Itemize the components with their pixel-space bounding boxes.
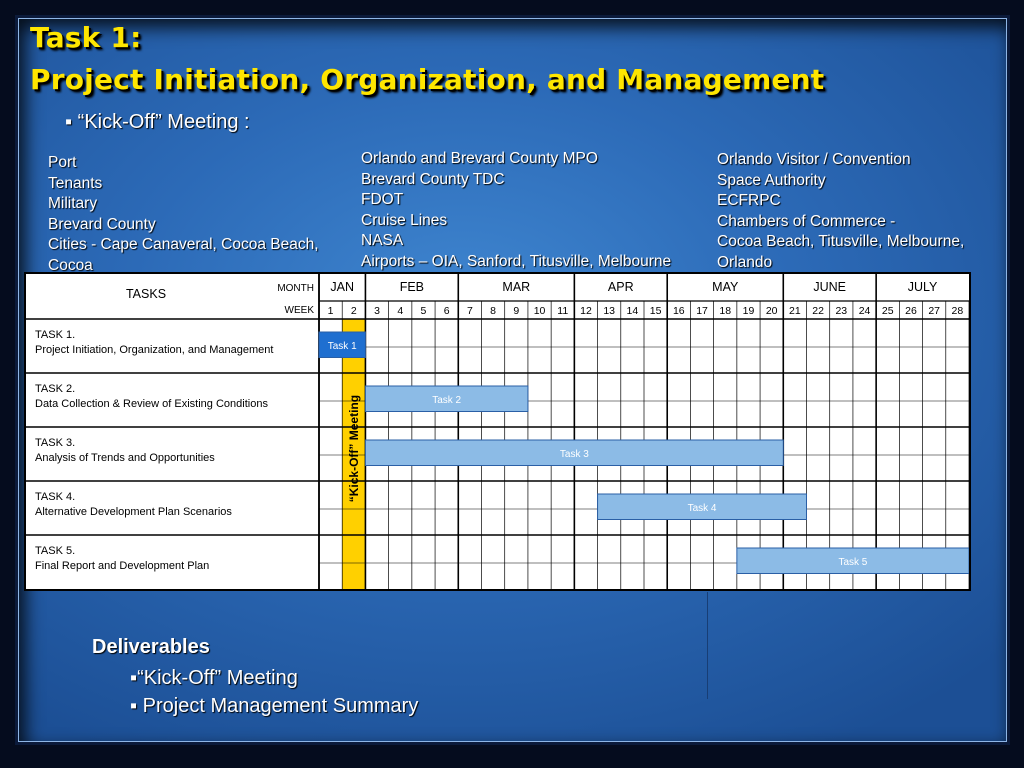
participants-right: Orlando Visitor / Convention Space Autho… [717, 150, 964, 273]
participant: Chambers of Commerce - [717, 212, 896, 230]
participant: ECFRPC [717, 192, 781, 209]
participant: Port [48, 154, 77, 171]
task-id: TASK 2. [35, 383, 75, 395]
week-number: 24 [859, 305, 871, 317]
participant: Brevard County TDC [361, 170, 505, 188]
week-number: 8 [490, 305, 496, 317]
task-bar [364, 385, 529, 412]
task-id: TASK 3. [35, 437, 75, 449]
participant: Orlando Visitor / Convention [717, 151, 911, 168]
kickoff-heading: ▪ “Kick-Off” Meeting : [65, 111, 250, 134]
task-bar [597, 493, 807, 520]
task-bar-label: Task 2 [432, 395, 461, 406]
deliverable-item: ▪ Project Management Summary [130, 695, 418, 718]
participant: Brevard County [48, 215, 156, 233]
tasks-header: TASKS [126, 287, 166, 301]
week-number: 9 [513, 305, 519, 317]
participant: Cocoa [48, 256, 93, 274]
deliverables-heading: Deliverables [92, 636, 210, 658]
gantt-chart: JAN FEB MAR APR MAY JUNE JULY TASKS MONTH WEEK 1 2 3… [24, 272, 971, 591]
month-label: JUNE [813, 280, 846, 294]
week-number: 22 [812, 305, 824, 317]
participant: Military [48, 195, 98, 212]
participant: Orlando and Brevard County MPO [361, 150, 598, 167]
month-label: APR [608, 280, 634, 294]
week-number: 15 [650, 305, 662, 317]
participant: Airports – OIA, Sanford, Titusville, Mel… [361, 252, 672, 270]
week-header: WEEK [285, 305, 315, 316]
week-number: 28 [952, 305, 964, 317]
deliverable-item: ▪“Kick-Off” Meeting [130, 667, 298, 690]
milestone-label: “Kick-Off” Meeting [347, 395, 361, 502]
week-number: 21 [789, 305, 801, 317]
month-label: MAR [502, 280, 530, 294]
task-bar-label: Task 4 [688, 503, 717, 514]
month-label: JULY [908, 280, 938, 294]
month-label: JAN [330, 280, 354, 294]
task-bar-label: Task 3 [560, 449, 589, 460]
task-bar [364, 439, 784, 466]
participant: Cruise Lines [361, 211, 448, 229]
week-number: 1 [328, 305, 334, 317]
divider-line [707, 592, 708, 699]
task-name: Alternative Development Plan Scenarios [35, 506, 232, 518]
participant: Orlando [717, 253, 773, 271]
slide-title-line2: Project Initiation, Organization, and Ma… [30, 63, 825, 96]
month-header: MONTH [277, 283, 314, 294]
week-number: 6 [444, 305, 450, 317]
participant: Cocoa Beach, Titusville, Melbourne, [717, 233, 965, 250]
deliverable-text: “Kick-Off” Meeting [137, 667, 298, 689]
week-number: 2 [351, 305, 357, 317]
kickoff-bullet: ▪ [65, 111, 73, 133]
deliverable-bullet: ▪ [130, 667, 138, 689]
week-number: 4 [397, 305, 403, 317]
week-number: 14 [627, 305, 639, 317]
task-name: Final Report and Development Plan [35, 560, 209, 572]
deliverable-bullet: ▪ [130, 695, 138, 717]
week-number: 11 [557, 305, 568, 317]
participant: FDOT [361, 191, 404, 208]
slide-title-line1: Task 1: [30, 21, 142, 54]
week-number: 26 [905, 305, 917, 317]
week-number: 17 [696, 305, 708, 317]
task-name: Project Initiation, Organization, and Ma… [35, 344, 273, 356]
task-id: TASK 5. [35, 545, 75, 557]
task-name: Analysis of Trends and Opportunities [35, 452, 215, 464]
task-bar [736, 547, 969, 574]
week-number: 25 [882, 305, 894, 317]
participant: Tenants [48, 174, 103, 192]
week-number: 13 [603, 305, 615, 317]
task-name: Data Collection & Review of Existing Con… [35, 398, 268, 410]
deliverable-text: Project Management Summary [137, 695, 419, 717]
task-bar [318, 331, 366, 358]
week-number: 16 [673, 305, 685, 317]
task-id: TASK 1. [35, 329, 75, 341]
participants-left: Port Tenants Military Brevard County Cit… [48, 153, 319, 276]
week-number: 18 [719, 305, 731, 317]
week-number: 10 [534, 305, 546, 317]
month-label: FEB [400, 280, 424, 294]
task-bar-label: Task 1 [328, 341, 357, 352]
week-number: 19 [743, 305, 755, 317]
week-number: 5 [421, 305, 427, 317]
week-number: 23 [835, 305, 847, 317]
week-number: 3 [374, 305, 380, 317]
week-number: 12 [580, 305, 592, 317]
participant: NASA [361, 232, 404, 249]
participant: Cities - Cape Canaveral, Cocoa Beach, [48, 236, 319, 253]
task-id: TASK 4. [35, 491, 75, 503]
milestone-column [342, 319, 366, 589]
task-bar-label: Task 5 [838, 557, 867, 568]
month-label: MAY [712, 280, 739, 294]
week-number: 27 [928, 305, 940, 317]
participant: Space Authority [717, 171, 826, 189]
week-number: 7 [467, 305, 473, 317]
participants-middle: Orlando and Brevard County MPO Brevard C… [361, 149, 671, 272]
week-number: 20 [766, 305, 778, 317]
kickoff-label: “Kick-Off” Meeting : [77, 111, 250, 133]
